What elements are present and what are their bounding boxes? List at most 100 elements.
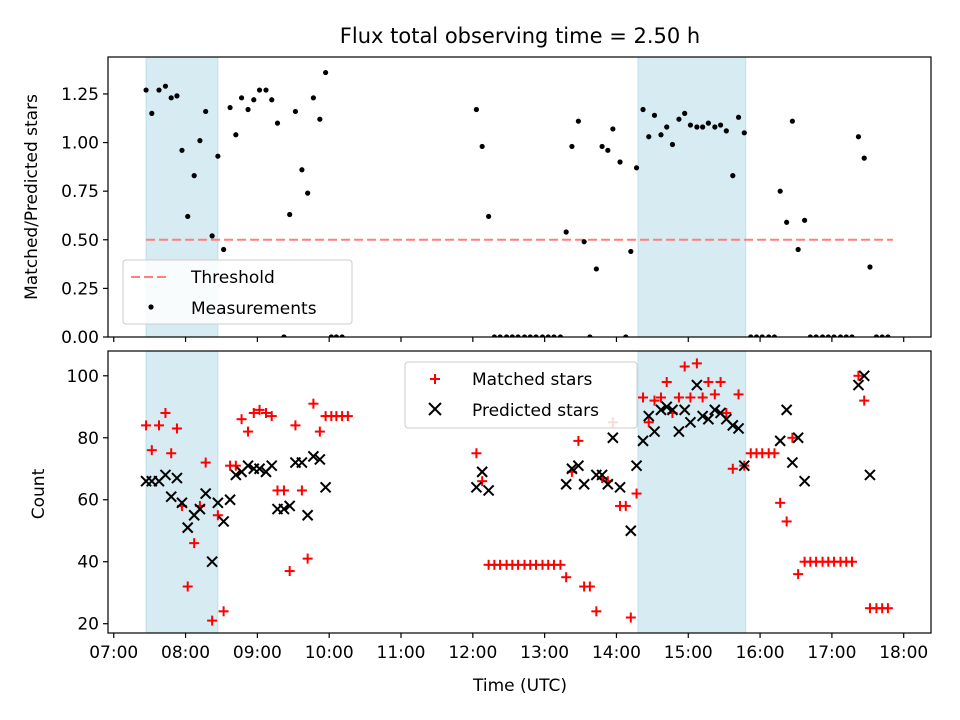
matched-star-marker bbox=[477, 476, 488, 487]
matched-star-marker bbox=[638, 392, 649, 403]
marker-stroke bbox=[709, 404, 721, 416]
predicted-star-marker bbox=[637, 435, 649, 447]
marker-stroke bbox=[212, 497, 224, 509]
y-tick-label: 60 bbox=[77, 491, 99, 511]
measurement-point bbox=[156, 87, 162, 93]
marker-stroke bbox=[296, 456, 308, 469]
measurement-point bbox=[861, 155, 867, 161]
predicted-star-marker bbox=[614, 481, 626, 494]
matched-star-marker bbox=[709, 389, 720, 400]
predicted-star-marker bbox=[625, 525, 637, 537]
marker-stroke bbox=[774, 435, 786, 447]
matched-star-marker bbox=[266, 411, 277, 422]
marker-stroke bbox=[278, 503, 290, 515]
measurement-point bbox=[162, 83, 169, 89]
predicted-star-marker bbox=[242, 459, 254, 472]
matched-star-marker bbox=[342, 411, 353, 422]
matched-star-marker bbox=[254, 404, 265, 415]
y-tick-label: 1.25 bbox=[61, 85, 99, 105]
predicted-star-marker bbox=[602, 478, 614, 490]
predicted-star-marker bbox=[572, 459, 585, 472]
measurement-point bbox=[819, 334, 826, 337]
predicted-star-marker bbox=[560, 478, 572, 490]
predicted-star-marker bbox=[596, 469, 608, 481]
x-tick-label: 17:00 bbox=[807, 643, 856, 663]
measurement-point bbox=[575, 118, 581, 124]
marker-stroke bbox=[314, 453, 326, 466]
measurement-point bbox=[617, 159, 623, 165]
y-tick-label: 20 bbox=[77, 615, 99, 635]
x-axis-label: Time (UTC) bbox=[472, 676, 567, 696]
measurement-point bbox=[789, 118, 795, 124]
marker-stroke bbox=[206, 556, 218, 568]
measurement-point bbox=[640, 106, 646, 113]
marker-stroke bbox=[673, 425, 685, 438]
measurement-point bbox=[694, 124, 700, 130]
matched-star-marker bbox=[620, 500, 631, 511]
marker-stroke bbox=[476, 466, 488, 478]
measurement-point bbox=[730, 173, 736, 179]
predicted-star-marker bbox=[194, 503, 206, 515]
x-tick-label: 10:00 bbox=[305, 643, 354, 663]
measurement-point bbox=[221, 246, 227, 253]
measurement-point bbox=[215, 153, 221, 159]
measurement-point bbox=[317, 116, 323, 122]
measurement-point bbox=[256, 87, 263, 93]
matched-star-marker bbox=[769, 448, 780, 459]
predicted-star-marker bbox=[696, 410, 709, 422]
measurement-point bbox=[717, 122, 724, 128]
predicted-star-marker bbox=[643, 410, 655, 422]
predicted-star-marker bbox=[566, 463, 578, 475]
marker-stroke bbox=[714, 407, 727, 419]
marker-stroke bbox=[696, 410, 709, 422]
matched-star-marker bbox=[625, 612, 636, 623]
predicted-star-marker bbox=[607, 432, 619, 444]
measurement-point bbox=[813, 334, 819, 337]
marker-stroke bbox=[602, 478, 614, 490]
measurement-point bbox=[238, 95, 245, 101]
matched-star-marker bbox=[278, 485, 289, 496]
predicted-star-marker bbox=[774, 435, 786, 447]
predicted-star-marker bbox=[648, 425, 661, 438]
measurement-point bbox=[748, 334, 754, 337]
measurement-point bbox=[497, 334, 503, 337]
matched-star-marker bbox=[882, 603, 893, 614]
predicted-star-marker bbox=[678, 404, 691, 416]
matched-star-marker bbox=[733, 389, 744, 400]
measurement-point bbox=[328, 334, 334, 337]
x-tick-label: 13:00 bbox=[520, 643, 569, 663]
marker-stroke bbox=[691, 379, 703, 391]
measurement-point bbox=[503, 334, 510, 337]
y-tick-label: 100 bbox=[67, 367, 99, 387]
marker-stroke bbox=[482, 484, 495, 497]
matched-star-marker bbox=[847, 556, 858, 567]
marker-stroke bbox=[702, 413, 715, 425]
marker-stroke bbox=[253, 463, 266, 475]
marker-stroke bbox=[798, 475, 811, 487]
predicted-star-marker bbox=[199, 487, 212, 500]
matched-star-marker bbox=[207, 615, 218, 626]
measurement-point bbox=[682, 110, 688, 116]
marker-stroke bbox=[470, 481, 483, 494]
predicted-star-marker bbox=[165, 490, 177, 503]
matched-star-marker bbox=[314, 426, 325, 437]
marker-stroke bbox=[283, 500, 296, 512]
x-tick-label: 14:00 bbox=[592, 643, 641, 663]
measurement-point bbox=[843, 334, 849, 337]
marker-stroke bbox=[319, 481, 332, 494]
legend-box bbox=[122, 259, 353, 325]
predicted-star-marker bbox=[283, 500, 296, 512]
marker-stroke bbox=[732, 422, 745, 435]
matched-star-marker bbox=[685, 392, 696, 403]
marker-stroke bbox=[182, 521, 194, 534]
measurement-point bbox=[795, 246, 801, 253]
marker-stroke bbox=[596, 469, 608, 481]
marker-stroke bbox=[230, 469, 242, 481]
marker-stroke bbox=[852, 379, 865, 391]
measurement-point bbox=[569, 143, 575, 150]
predicted-star-marker bbox=[296, 456, 308, 469]
predicted-star-marker bbox=[159, 469, 172, 481]
predicted-star-marker bbox=[702, 413, 715, 425]
marker-stroke bbox=[792, 432, 804, 444]
predicted-star-marker bbox=[230, 469, 242, 481]
